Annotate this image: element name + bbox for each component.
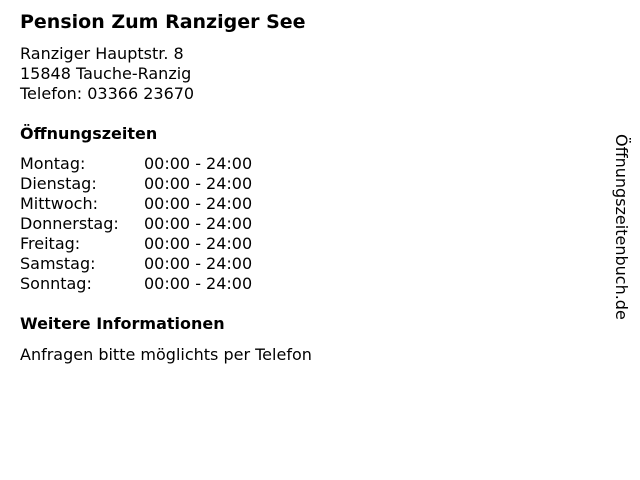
info-heading: Weitere Informationen — [20, 314, 225, 333]
time: 00:00 - 24:00 — [144, 234, 253, 253]
day: Freitag: — [20, 234, 81, 253]
time: 00:00 - 24:00 — [144, 274, 253, 293]
info-text: Anfragen bitte möglichts per Telefon — [20, 345, 312, 364]
hours-row: Samstag: 00:00 - 24:00 — [20, 254, 252, 274]
hours-heading: Öffnungszeiten — [20, 124, 158, 143]
phone: Telefon: 03366 23670 — [20, 84, 195, 103]
time: 00:00 - 24:00 — [144, 174, 253, 193]
day: Dienstag: — [20, 174, 97, 193]
address: Ranziger Hauptstr. 8 15848 Tauche-Ranzig… — [20, 44, 194, 104]
time: 00:00 - 24:00 — [144, 194, 253, 213]
hours-row: Mittwoch: 00:00 - 24:00 — [20, 194, 252, 214]
time: 00:00 - 24:00 — [144, 214, 253, 233]
day: Donnerstag: — [20, 214, 119, 233]
day: Samstag: — [20, 254, 96, 273]
page-title: Pension Zum Ranziger See — [20, 11, 306, 33]
hours-table: Montag: 00:00 - 24:00 Dienstag: 00:00 - 24… — [20, 154, 252, 294]
hours-row: Dienstag: 00:00 - 24:00 — [20, 174, 252, 194]
hours-row: Donnerstag: 00:00 - 24:00 — [20, 214, 252, 234]
hours-row: Montag: 00:00 - 24:00 — [20, 154, 252, 174]
watermark: Öffnungszeitenbuch.de — [612, 134, 631, 320]
time: 00:00 - 24:00 — [144, 254, 253, 273]
day: Mittwoch: — [20, 194, 98, 213]
hours-row: Freitag: 00:00 - 24:00 — [20, 234, 252, 254]
day: Montag: — [20, 154, 86, 173]
day: Sonntag: — [20, 274, 92, 293]
time: 00:00 - 24:00 — [144, 154, 253, 173]
city: 15848 Tauche-Ranzig — [20, 64, 192, 83]
street: Ranziger Hauptstr. 8 — [20, 44, 184, 63]
hours-row: Sonntag: 00:00 - 24:00 — [20, 274, 252, 294]
